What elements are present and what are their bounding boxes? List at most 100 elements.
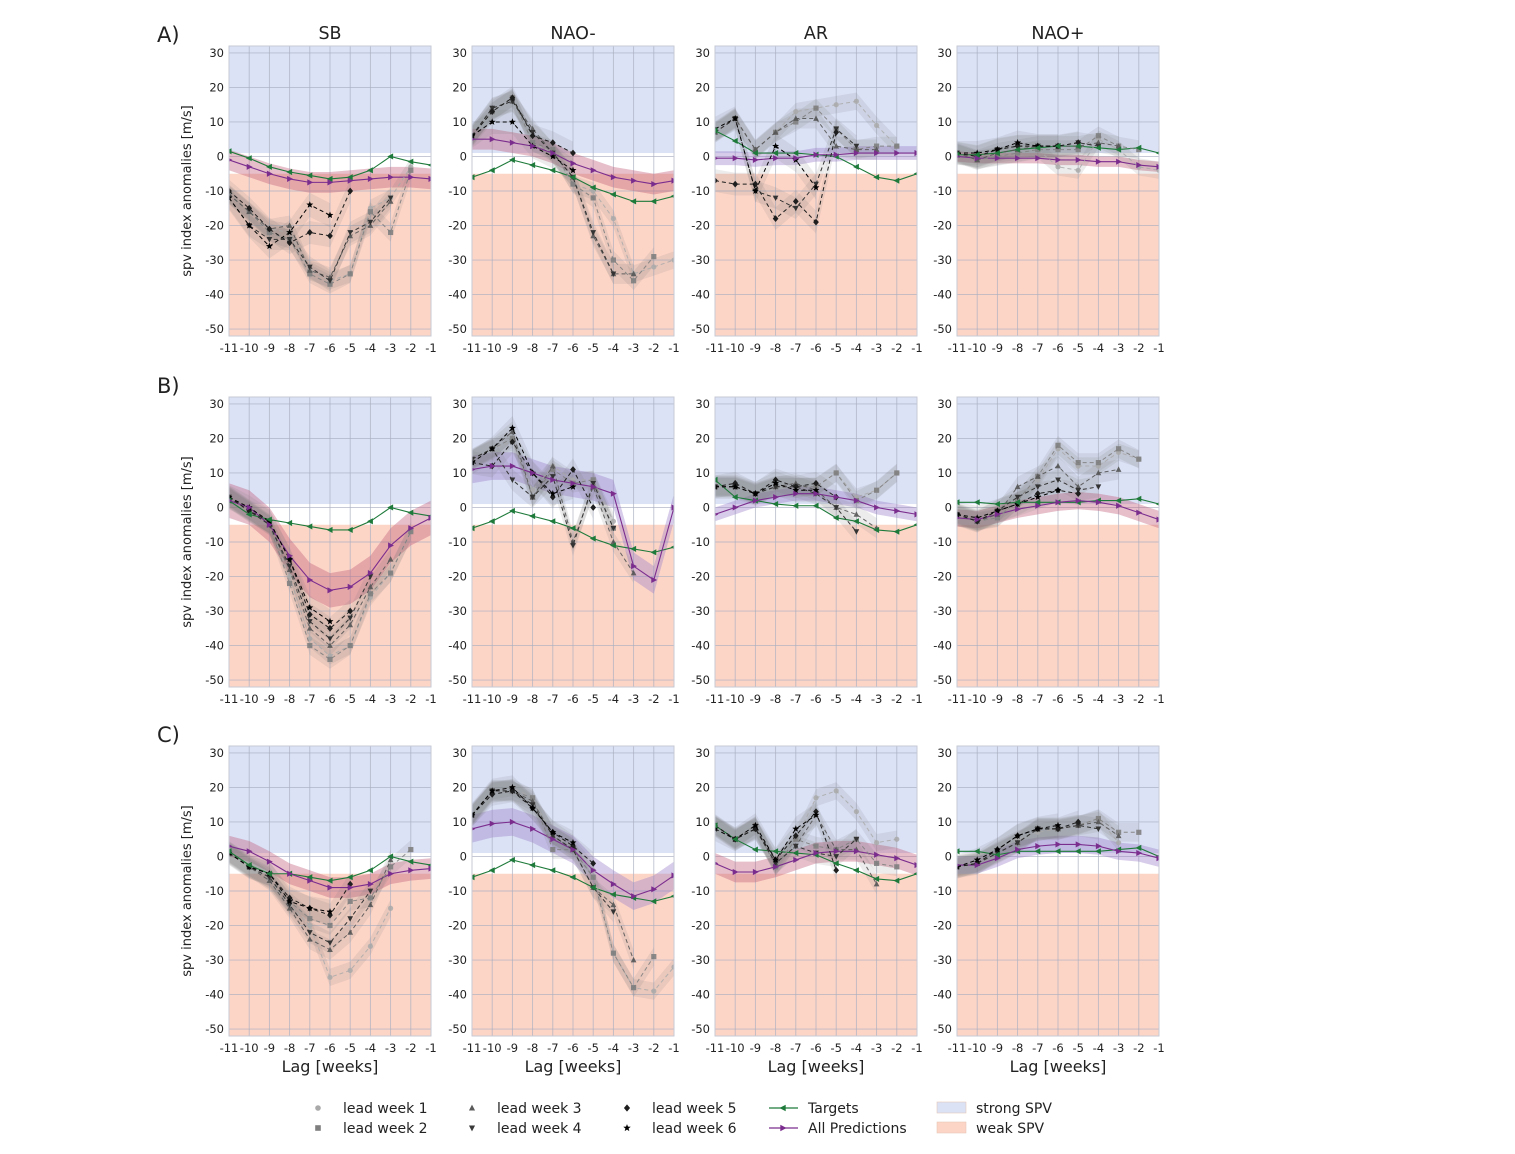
- lead-week-2-point: [1075, 459, 1081, 466]
- prediction-point: [715, 512, 719, 517]
- target-point: [630, 198, 637, 205]
- prediction-point: [1035, 502, 1042, 509]
- x-tick-label: -9: [992, 1041, 1003, 1055]
- prediction-point: [732, 504, 739, 511]
- y-tick-label: -30: [448, 253, 467, 267]
- x-tick-label: -3: [1113, 1041, 1124, 1055]
- y-tick-label: -40: [205, 639, 224, 653]
- x-tick-label: -8: [1012, 692, 1023, 706]
- lead-week-5-point: [229, 187, 232, 195]
- lead-week-2-point: [570, 181, 576, 187]
- y-tick-label: 20: [209, 80, 224, 94]
- prediction-point: [874, 851, 880, 858]
- target-point: [670, 194, 674, 198]
- lead-week-6-point: [569, 483, 577, 490]
- prediction-point: [773, 155, 779, 162]
- prediction-point: [793, 155, 800, 162]
- x-tick-label: -10: [483, 341, 502, 355]
- target-point: [610, 891, 616, 898]
- lead-week-2-band: [229, 840, 411, 935]
- x-tick-label: -2: [891, 692, 902, 706]
- x-tick-label: -8: [1012, 1041, 1023, 1055]
- target-point: [752, 846, 758, 853]
- x-tick-label: -9: [750, 341, 761, 355]
- y-tick-label: 0: [945, 149, 952, 163]
- lead-week-5-point: [570, 466, 576, 473]
- target-point: [957, 848, 960, 855]
- lead-week-4-point: [570, 543, 576, 549]
- prediction-point: [1035, 843, 1042, 850]
- prediction-point: [590, 867, 597, 874]
- predictions-band: [957, 835, 1159, 874]
- target-point: [630, 545, 637, 552]
- y-tick-label: 0: [703, 500, 710, 514]
- y-tick-label: 30: [452, 397, 467, 411]
- y-tick-label: 0: [217, 849, 224, 863]
- target-point: [853, 163, 859, 170]
- lead-week-6-point: [549, 828, 557, 836]
- lead-week-6-line: [957, 824, 1059, 868]
- x-tick-label: -4: [365, 1041, 376, 1055]
- lead-week-6-point: [812, 183, 820, 191]
- x-tick-label: -10: [968, 341, 987, 355]
- x-tick-label: -2: [648, 341, 659, 355]
- x-tick-label: -10: [968, 1041, 987, 1055]
- prediction-point: [307, 179, 314, 186]
- target-point: [346, 174, 353, 181]
- y-tick-label: 0: [460, 149, 467, 163]
- lead-week-6-point: [472, 811, 476, 818]
- target-point: [407, 858, 414, 865]
- y-tick-label: -40: [205, 288, 224, 302]
- column-title: NAO+: [1031, 24, 1084, 44]
- legend-marker: [468, 1125, 476, 1132]
- prediction-point: [1015, 506, 1021, 513]
- lead-week-4-point: [306, 619, 313, 625]
- lead-week-1-point: [307, 922, 313, 929]
- lead-week-6-band: [715, 106, 816, 204]
- prediction-point: [853, 848, 860, 855]
- lead-week-4-point: [1095, 826, 1102, 832]
- prediction-point: [874, 149, 880, 157]
- prediction-point: [570, 480, 577, 487]
- lead-week-3-point: [792, 480, 799, 486]
- lead-week-3-point: [387, 556, 394, 562]
- target-point: [670, 894, 674, 898]
- target-point: [1095, 848, 1101, 855]
- prediction-point: [489, 136, 496, 143]
- y-tick-label: 30: [209, 746, 224, 760]
- target-point: [1074, 848, 1081, 855]
- lead-week-2-point: [833, 470, 839, 476]
- x-tick-label: -5: [830, 1041, 841, 1055]
- prediction-point: [327, 179, 334, 186]
- lead-week-2-point: [367, 591, 373, 597]
- prediction-point: [631, 893, 637, 900]
- target-point: [715, 476, 718, 483]
- lead-week-1-point: [874, 122, 880, 129]
- x-tick-label: -11: [948, 341, 967, 355]
- panel-content: [715, 92, 917, 234]
- target-point: [853, 518, 859, 525]
- lead-week-5-point: [286, 239, 293, 247]
- lead-week-4-band: [229, 486, 371, 650]
- lead-week-1-point: [894, 836, 900, 842]
- lead-week-2-point: [1095, 133, 1101, 139]
- prediction-point: [994, 855, 1001, 862]
- prediction-point: [1015, 846, 1021, 853]
- prediction-point: [894, 149, 901, 157]
- lead-week-1-point: [853, 98, 860, 104]
- prediction-point: [853, 497, 860, 504]
- legend-marker: [315, 1105, 321, 1111]
- lead-week-1-point: [1055, 164, 1061, 170]
- lead-week-1-line: [229, 166, 412, 282]
- y-tick-label: 30: [937, 397, 952, 411]
- y-tick-label: 20: [452, 431, 467, 445]
- prediction-point: [509, 139, 516, 146]
- panel-content: [472, 775, 674, 1000]
- prediction-point: [732, 868, 739, 876]
- prediction-point: [229, 844, 233, 848]
- lead-week-5-line: [472, 97, 574, 154]
- panel-content: [472, 415, 674, 594]
